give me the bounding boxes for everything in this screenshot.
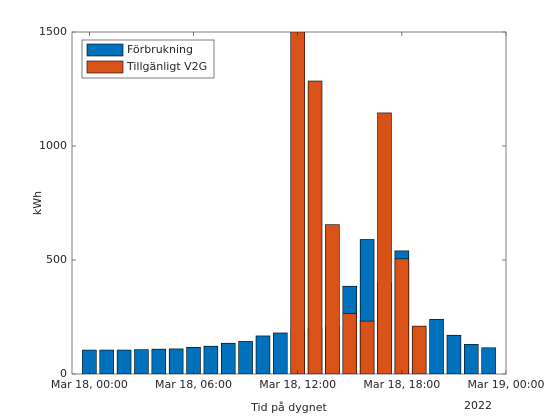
legend-swatch — [86, 60, 124, 74]
legend-swatch — [86, 43, 124, 57]
bar — [307, 80, 323, 374]
bar — [411, 325, 427, 374]
x-tick-label: Mar 18, 00:00 — [51, 378, 128, 391]
bar — [325, 224, 340, 374]
bar — [394, 258, 410, 374]
y-tick-label: 500 — [46, 253, 67, 266]
x-tick-label: Mar 18, 06:00 — [155, 378, 232, 391]
axes-box — [71, 31, 507, 375]
bar — [377, 112, 392, 374]
bar — [273, 332, 288, 374]
bar — [116, 349, 132, 374]
bar — [342, 313, 358, 374]
bar — [220, 342, 236, 374]
y-axis-label: kWh — [31, 191, 44, 215]
bar — [481, 347, 496, 374]
x-tick-label: Mar 18, 12:00 — [259, 378, 336, 391]
y-tick-label: 1500 — [39, 25, 67, 38]
legend-label: Förbrukning — [127, 43, 193, 56]
bar — [446, 334, 462, 374]
bar — [290, 32, 305, 374]
y-tick-label: 0 — [60, 367, 67, 380]
plot — [82, 32, 496, 374]
legend-label: Tillgänligt V2G — [126, 60, 207, 73]
y-tick-label: 1000 — [39, 139, 67, 152]
bar — [134, 349, 149, 374]
x-tick-label: Mar 19, 00:00 — [468, 378, 545, 391]
x-tick-label: Mar 18, 18:00 — [363, 378, 440, 391]
bar — [168, 348, 184, 374]
bar — [99, 349, 114, 374]
bar — [464, 344, 479, 374]
bar — [255, 335, 271, 374]
bar — [359, 320, 375, 374]
bar — [238, 341, 253, 374]
bar — [203, 345, 219, 374]
x-axis-label: Tid på dygnet — [250, 401, 327, 414]
x-secondary-label: 2022 — [464, 399, 492, 412]
bar — [429, 318, 444, 374]
bar — [151, 348, 167, 374]
bar — [186, 347, 201, 374]
